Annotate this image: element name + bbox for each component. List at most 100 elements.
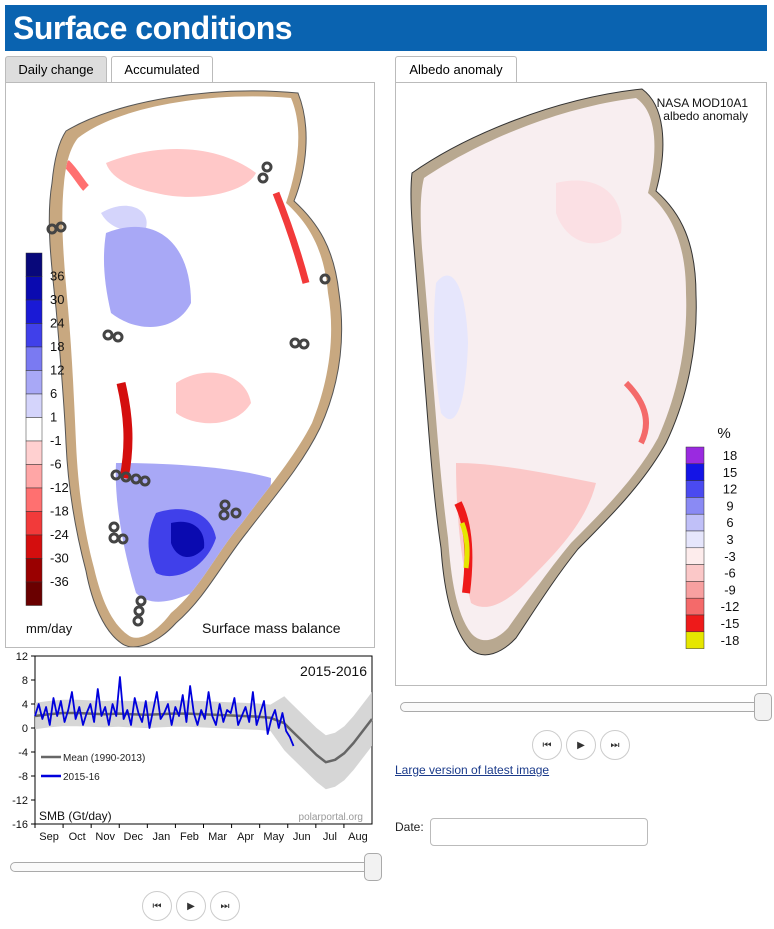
smb-legend-label: -24 — [50, 527, 69, 542]
chart-y-tick-label: 4 — [22, 699, 28, 711]
chart-y-tick-label: 12 — [16, 651, 28, 663]
chart-y-axis: 12 8 4 0 -4 -8 -12 -16 — [12, 651, 35, 831]
smb-legend-swatch — [25, 323, 43, 348]
chart-x-tick-label: Dec — [124, 831, 144, 843]
smb-legend-label: -12 — [50, 480, 69, 495]
chart-season-label: 2015-2016 — [300, 663, 367, 679]
play-icon: ▶ — [187, 900, 195, 912]
chart-x-axis: Sep Oct Nov Dec Jan Feb Mar Apr May Jun Jul Aug — [34, 824, 368, 843]
date-field[interactable] — [430, 818, 648, 846]
left-play-button[interactable]: ▶ — [176, 891, 206, 921]
albedo-legend-label: -18 — [721, 633, 740, 648]
smb-ice-sheet — [63, 149, 310, 602]
smb-legend-swatch — [25, 464, 43, 489]
right-time-slider[interactable] — [400, 702, 770, 712]
chart-x-tick-label: Jun — [293, 831, 311, 843]
station-markers — [46, 161, 331, 627]
smb-legend-label: 30 — [50, 292, 64, 307]
albedo-title-line1: NASA MOD10A1 — [657, 96, 749, 110]
smb-legend-label: 36 — [50, 269, 64, 284]
albedo-legend-label: -9 — [724, 582, 736, 597]
albedo-legend-swatch — [685, 480, 705, 498]
smb-legend-swatch — [25, 487, 43, 512]
tab-albedo-anomaly[interactable]: Albedo anomaly — [395, 56, 517, 82]
skip-forward-icon: ⏭ — [220, 900, 230, 912]
chart-x-tick-label: Sep — [39, 831, 59, 843]
smb-map: 36 30 24 18 12 6 1 -1 -6 -12 -18 -24 -30 -36 mm/day S… — [25, 90, 343, 647]
right-skip-back-button[interactable]: ⏮ — [532, 730, 562, 760]
left-skip-back-button[interactable]: ⏮ — [142, 891, 172, 921]
albedo-legend-swatch — [685, 564, 705, 582]
smb-legend-swatch — [25, 393, 43, 418]
smb-map-panel: 36 30 24 18 12 6 1 -1 -6 -12 -18 -24 -30 -36 mm/day S… — [5, 82, 375, 648]
smb-legend-swatch — [25, 252, 43, 277]
smb-legend-label: -30 — [50, 551, 69, 566]
albedo-legend-label: 9 — [726, 498, 733, 513]
smb-color-legend: 36 30 24 18 12 6 1 -1 -6 -12 -18 -24 -30 -36 — [25, 252, 69, 606]
smb-legend-swatch — [25, 370, 43, 395]
albedo-legend-swatch — [685, 581, 705, 599]
albedo-legend-swatch — [685, 513, 705, 532]
right-play-button[interactable]: ▶ — [566, 730, 596, 760]
smb-legend-label: -6 — [50, 457, 62, 472]
albedo-legend-label: -3 — [724, 549, 736, 564]
albedo-legend-swatch — [685, 530, 705, 549]
smb-legend-label: 12 — [50, 363, 64, 378]
right-skip-forward-button[interactable]: ⏭ — [600, 730, 630, 760]
skip-back-icon: ⏮ — [542, 739, 552, 751]
chart-series-2015-16-line — [34, 676, 295, 747]
chart-range-band — [35, 692, 372, 790]
albedo-legend-swatch — [685, 631, 705, 649]
tab-daily-change[interactable]: Daily change — [5, 56, 107, 82]
left-time-slider[interactable] — [10, 862, 380, 872]
chart-y-tick-label: -16 — [12, 819, 28, 831]
smb-legend-label: -36 — [50, 574, 69, 589]
chart-x-tick-label: Mar — [208, 831, 227, 843]
albedo-legend-label: -12 — [721, 599, 740, 614]
smb-legend-swatch — [25, 417, 43, 442]
albedo-legend-swatch — [685, 446, 705, 465]
left-slider-handle[interactable] — [364, 853, 382, 881]
skip-back-icon: ⏮ — [152, 900, 162, 912]
left-skip-forward-button[interactable]: ⏭ — [210, 891, 240, 921]
albedo-legend-label: 6 — [726, 515, 733, 530]
chart-series-mean-line — [34, 711, 373, 764]
smb-legend-swatch — [25, 440, 43, 465]
smb-caption: Surface mass balance — [202, 620, 341, 636]
chart-y-tick-label: -4 — [18, 747, 28, 759]
smb-legend-swatch — [25, 346, 43, 371]
albedo-map: NASA MOD10A1 albedo anomaly % 18 15 129 6 3 -… — [410, 88, 749, 656]
albedo-map-panel: NASA MOD10A1 albedo anomaly % 18 15 12 9 6 3 -… — [395, 82, 767, 686]
chart-y-tick-label: -12 — [12, 795, 28, 807]
albedo-legend-swatch — [685, 497, 705, 515]
albedo-legend-swatch — [685, 614, 705, 633]
smb-chart: 12 8 4 0 -4 -8 -12 -16 Sep Oct Nov Dec Jan Feb Mar Apr… — [12, 651, 373, 843]
tab-accumulated[interactable]: Accumulated — [111, 56, 213, 82]
large-version-link[interactable]: Large version of latest image — [395, 763, 550, 777]
page-title: Surface conditions — [5, 5, 767, 51]
smb-legend-swatch — [25, 558, 43, 583]
albedo-legend-label: 15 — [723, 465, 737, 480]
date-label: Date: — [395, 820, 424, 834]
chart-series — [34, 676, 373, 764]
albedo-color-legend: 18 15 129 6 3 -3 -6-9 -12 -15 -18 — [685, 446, 740, 649]
play-icon: ▶ — [577, 739, 585, 751]
chart-x-tick-label: Aug — [348, 831, 368, 843]
skip-forward-icon: ⏭ — [610, 739, 620, 751]
chart-y-tick-label: 8 — [22, 675, 28, 687]
smb-legend-swatch — [25, 299, 43, 324]
legend-mean: Mean (1990-2013) — [63, 753, 145, 764]
smb-legend-label: 24 — [50, 316, 64, 331]
smb-legend-label: 6 — [50, 386, 57, 401]
smb-legend-swatch — [25, 511, 43, 536]
albedo-ice-sheet — [433, 180, 649, 607]
chart-y-title: SMB (Gt/day) — [39, 809, 112, 823]
smb-legend-swatch — [25, 581, 43, 606]
chart-credit: polarportal.org — [299, 812, 363, 823]
smb-legend-label: -1 — [50, 433, 62, 448]
chart-x-tick-label: Feb — [180, 831, 199, 843]
right-slider-handle[interactable] — [754, 693, 772, 721]
smb-legend-label: 1 — [50, 410, 57, 425]
smb-legend-label: -18 — [50, 504, 69, 519]
smb-unit-label: mm/day — [26, 621, 73, 636]
